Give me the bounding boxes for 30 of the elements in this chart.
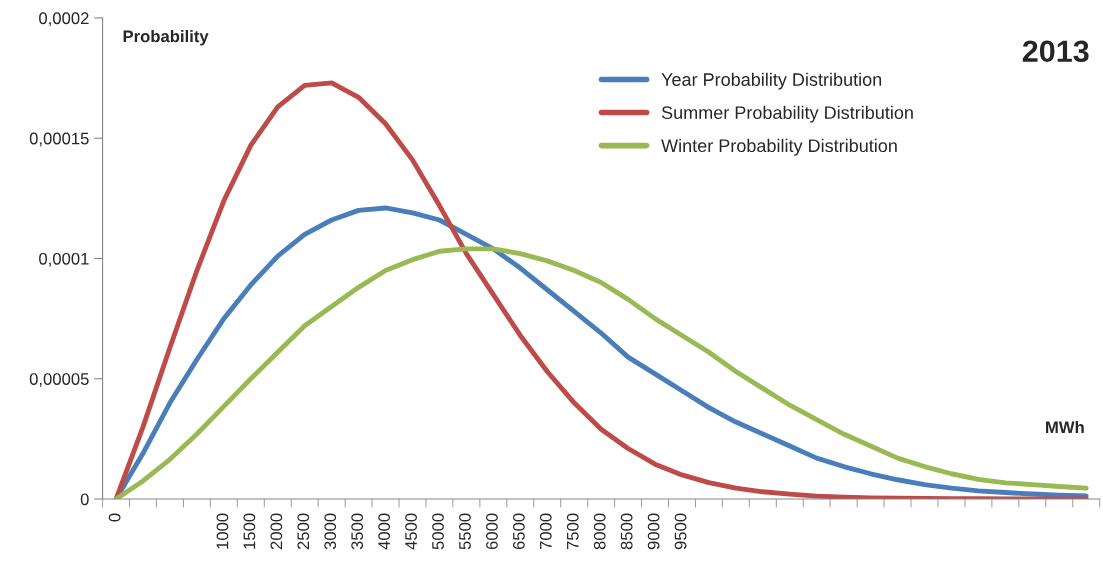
x-tick-label: 3500 — [351, 513, 364, 550]
y-tick-label: 0 — [80, 493, 89, 506]
y-tick-label: 0,0002 — [39, 12, 89, 27]
x-tick-label: 0 — [108, 513, 121, 522]
x-tick-label: 9500 — [674, 513, 687, 550]
x-tick-label: 1500 — [243, 513, 256, 549]
x-tick-label: 9000 — [647, 513, 660, 550]
x-tick-label: 4500 — [405, 513, 417, 550]
x-tick-label: 6500 — [512, 513, 525, 550]
legend-label: Year Probability Distribution — [661, 72, 882, 90]
legend-label: Summer Probability Distribution — [661, 105, 913, 123]
x-tick-label: 3000 — [324, 513, 337, 550]
x-tick-label: 5000 — [432, 513, 444, 550]
y-tick-label: 0,00005 — [29, 373, 89, 387]
y-tick-label: 0,0001 — [39, 252, 89, 267]
y-tick-label: 0,00015 — [29, 132, 89, 147]
x-tick-label: 8500 — [620, 513, 633, 550]
x-tick-label: 2000 — [270, 513, 283, 550]
y-axis-title: Probability — [123, 29, 209, 46]
text: 2013 — [1022, 40, 1089, 63]
x-tick-label: 5500 — [459, 513, 471, 550]
x-tick-label: 7500 — [566, 513, 579, 550]
legend-label: Winter Probability Distribution — [661, 138, 897, 156]
x-tick-label: 8000 — [593, 513, 606, 550]
x-tick-label: 2500 — [297, 513, 310, 550]
x-tick-label: 6000 — [486, 513, 498, 550]
x-tick-label: 7000 — [539, 513, 552, 550]
x-axis-title: MWh — [1046, 420, 1084, 434]
x-tick-label: 1000 — [216, 513, 229, 549]
x-tick-label: 4000 — [378, 513, 391, 550]
